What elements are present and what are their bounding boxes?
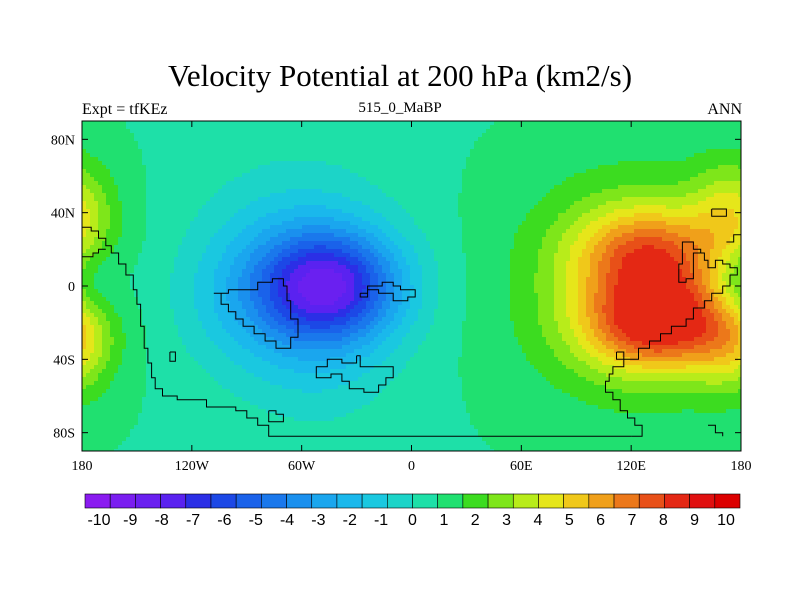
colorbar-label: -10: [87, 512, 110, 529]
x-tick-label: 120W: [175, 459, 210, 474]
y-tick-label: 40S: [53, 353, 75, 368]
colorbar-swatch: [538, 493, 564, 509]
colorbar-label: -5: [249, 512, 263, 529]
axis-ticks: 180 120W 60W 0 60E 120E 180 80N 40N 0 40S 80S: [51, 121, 752, 474]
colorbar-swatch: [235, 493, 262, 509]
colorbar-swatch: [361, 493, 388, 509]
y-tick-label: 80N: [51, 133, 75, 148]
colorbar-label: 9: [690, 512, 699, 529]
x-tick-label: 60W: [288, 459, 316, 474]
colorbar-swatch: [487, 493, 514, 509]
case-label: 515_0_MaBP: [358, 100, 442, 116]
colorbar-swatch: [261, 493, 287, 509]
colorbar-swatch: [185, 493, 212, 509]
coastline-segment: [268, 410, 284, 423]
y-tick-label: 0: [68, 280, 75, 295]
colorbar-label: 5: [565, 512, 574, 529]
x-tick-label: 180: [731, 459, 752, 474]
colorbar-label: -9: [123, 512, 137, 529]
contour-field: [82, 121, 741, 451]
x-tick-label: 0: [408, 459, 415, 474]
colorbar-label: 2: [471, 512, 480, 529]
y-tick-label: 80S: [53, 427, 75, 442]
colorbar-swatch: [412, 493, 438, 509]
coastline-segment: [616, 351, 625, 360]
colorbar-swatch: [135, 493, 161, 509]
colorbar-label: 3: [502, 512, 511, 529]
colorbar-label: 10: [717, 512, 735, 529]
colorbar-label: 1: [439, 512, 448, 529]
x-tick-label: 120E: [616, 459, 646, 474]
colorbar-swatch: [387, 493, 413, 509]
colorbar-label: 7: [628, 512, 637, 529]
coastline-segment: [708, 424, 724, 437]
colorbar-swatch: [462, 493, 489, 509]
colorbar-swatch: [109, 493, 136, 509]
colorbar-label: -4: [280, 512, 294, 529]
colorbar-swatch: [689, 493, 716, 509]
colorbar-swatch: [613, 493, 640, 509]
chart-title: Velocity Potential at 200 hPa (km2/s): [167, 58, 633, 93]
colorbar-label: -7: [186, 512, 200, 529]
colorbar-swatch: [437, 493, 464, 509]
colorbar-swatch: [638, 493, 665, 509]
colorbar-label: -2: [343, 512, 357, 529]
colorbar-swatch: [286, 493, 313, 509]
colorbar-swatch: [160, 493, 187, 509]
colorbar-swatch: [336, 493, 363, 509]
coastline: [82, 208, 741, 437]
coastline-segment: [605, 252, 738, 437]
y-tick-label: 40N: [51, 207, 75, 222]
colorbar-label: 8: [659, 512, 668, 529]
coastline-segment: [169, 351, 176, 362]
colorbar-swatch: [512, 493, 539, 509]
colorbar-label: 4: [533, 512, 542, 529]
colorbar-label: -3: [311, 512, 325, 529]
coastline-segment: [82, 226, 632, 437]
x-tick-label: 180: [72, 459, 93, 474]
colorbar-swatch: [714, 493, 741, 509]
colorbar-swatch: [664, 493, 690, 509]
colorbar-label: -6: [217, 512, 231, 529]
experiment-label: Expt = tfKEz: [82, 101, 168, 118]
colorbar-swatch: [563, 493, 590, 509]
colorbar-label: 6: [596, 512, 605, 529]
coastline-segment: [315, 355, 394, 393]
coastline-segment: [82, 248, 106, 258]
coastline-segment: [213, 278, 299, 349]
colorbar-swatch: [84, 493, 111, 509]
coastline-segment: [726, 234, 741, 243]
x-tick-label: 60E: [510, 459, 533, 474]
coastline-segment: [678, 241, 702, 283]
colorbar-swatch: [210, 493, 237, 509]
season-label: ANN: [707, 101, 742, 118]
colorbar-label: 0: [408, 512, 417, 529]
colorbar: -10 -9 -8 -7 -6 -5 -4 -3 -2 -1 0 1 2 3 4 5 6 7 8 9 10: [84, 493, 741, 529]
colorbar-swatch: [588, 493, 615, 509]
colorbar-swatch: [311, 493, 338, 509]
colorbar-label: -8: [155, 512, 169, 529]
colorbar-label: -1: [374, 512, 388, 529]
coastline-segment: [359, 281, 416, 302]
coastline-segment: [711, 208, 727, 217]
